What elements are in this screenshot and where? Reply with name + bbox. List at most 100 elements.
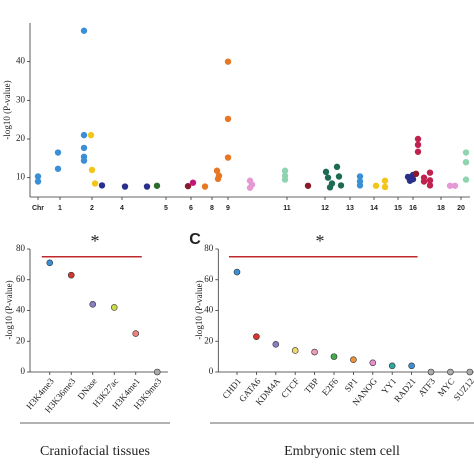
point — [80, 144, 88, 152]
point — [87, 131, 95, 139]
point — [462, 176, 470, 183]
x-axis-title: Craniofacial tissues — [40, 444, 150, 459]
x-tick-label: 14 — [370, 205, 378, 212]
panel-label: C — [189, 231, 201, 248]
y-tick-label: 80 — [204, 243, 214, 253]
point — [214, 175, 222, 183]
point — [414, 135, 422, 143]
point — [372, 182, 380, 189]
point — [272, 341, 280, 348]
x-tick-label: 18 — [437, 205, 445, 212]
x-tick-label: 8 — [210, 205, 214, 212]
point — [426, 182, 434, 189]
point — [462, 159, 470, 166]
point — [281, 167, 289, 174]
point — [54, 165, 62, 172]
point — [184, 182, 192, 190]
point — [132, 330, 140, 337]
point — [412, 170, 420, 177]
point — [326, 184, 334, 191]
point — [356, 173, 364, 180]
x-tick-label: 4 — [120, 205, 124, 212]
point — [322, 168, 330, 176]
x-tick-label: 13 — [346, 205, 354, 212]
point — [189, 179, 197, 186]
point — [451, 182, 459, 189]
point — [246, 184, 254, 191]
point — [80, 157, 88, 164]
point — [281, 176, 289, 183]
x-tick-label: 15 — [394, 205, 402, 212]
y-tick-label: 20 — [16, 133, 26, 143]
point — [224, 58, 232, 65]
point — [462, 149, 470, 156]
point — [143, 183, 151, 190]
x-tick-label: 16 — [409, 205, 417, 212]
y-tick-label: 0 — [21, 366, 26, 376]
y-tick-label: 80 — [16, 243, 26, 253]
point — [201, 183, 209, 190]
x-tick-label: 20 — [457, 205, 465, 212]
x-tick-label: TBP — [302, 376, 320, 395]
point — [80, 27, 88, 34]
point — [330, 353, 338, 360]
y-tick-label: 60 — [16, 274, 26, 284]
x-tick-label: 12 — [321, 205, 329, 212]
x-tick-label: Chr — [32, 205, 44, 212]
point — [89, 301, 97, 308]
x-tick-label: SP1 — [343, 376, 360, 394]
point — [447, 368, 454, 376]
x-tick-label: RAD21 — [392, 376, 418, 404]
point — [291, 347, 299, 354]
x-axis-title: Embryonic stem cell — [284, 444, 400, 459]
point — [91, 180, 99, 187]
x-tick-label: SUZ12 — [452, 376, 474, 402]
y-tick-label: 0 — [209, 366, 214, 376]
y-tick-label: 20 — [204, 335, 214, 345]
point — [337, 182, 345, 189]
x-tick-label: 1 — [58, 205, 62, 212]
point — [466, 368, 474, 376]
point — [414, 148, 422, 155]
point — [67, 271, 75, 279]
y-tick-label: 20 — [16, 335, 26, 345]
point — [324, 174, 332, 181]
x-tick-label: 6 — [189, 205, 193, 212]
x-tick-label: 5 — [164, 205, 168, 212]
point — [381, 177, 389, 184]
x-tick-label: CTCF — [279, 376, 301, 400]
x-tick-label: 11 — [283, 205, 291, 212]
y-tick-label: 60 — [204, 274, 214, 284]
point — [350, 356, 357, 364]
point — [54, 149, 62, 156]
point — [356, 182, 364, 189]
point — [333, 163, 341, 171]
point — [80, 131, 88, 139]
y-tick-label: 10 — [16, 172, 26, 182]
point — [446, 182, 454, 189]
point — [233, 268, 241, 276]
point — [121, 183, 129, 190]
point — [388, 362, 396, 370]
x-tick-label: ATF3 — [416, 376, 437, 399]
point — [224, 154, 232, 161]
point — [213, 167, 221, 174]
y-tick-label: 30 — [16, 94, 26, 104]
point — [224, 115, 232, 123]
point — [34, 173, 42, 180]
annotation: * — [91, 231, 100, 251]
x-tick-label: E2F6 — [320, 376, 341, 398]
point — [34, 178, 42, 185]
point — [153, 368, 161, 376]
point — [46, 259, 54, 267]
y-tick-label: 40 — [204, 305, 214, 315]
y-tick-label: 40 — [16, 56, 26, 66]
x-tick-label: 9 — [226, 205, 230, 212]
point — [98, 182, 106, 189]
y-axis-title: -log10 (P-value) — [4, 280, 14, 339]
point — [408, 362, 415, 370]
point — [304, 182, 312, 189]
point — [153, 182, 161, 189]
point — [426, 169, 434, 176]
